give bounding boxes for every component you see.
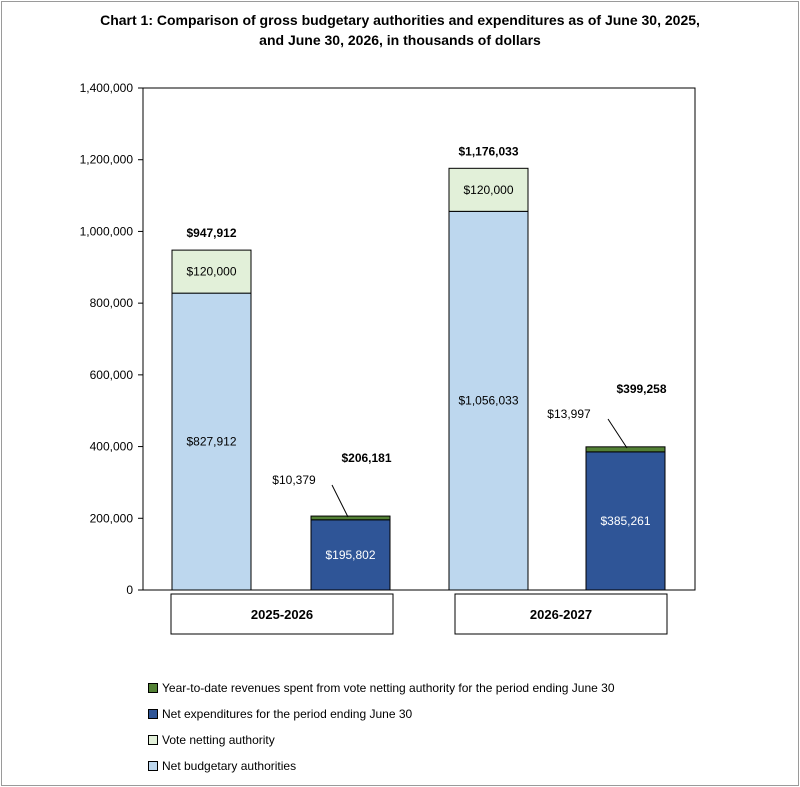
legend-label: Net budgetary authorities [162, 759, 297, 773]
chart-title-line2: and June 30, 2026, in thousands of dolla… [259, 32, 541, 48]
total-label: $947,912 [186, 226, 236, 240]
category-box [454, 593, 668, 635]
legend-item: Vote netting authority [148, 732, 275, 748]
bar-segment [171, 249, 252, 294]
legend-swatch [148, 761, 158, 771]
y-tick-label: 400,000 [90, 440, 134, 454]
bar-segment [585, 446, 666, 453]
y-tick-label: 1,200,000 [80, 153, 134, 167]
data-label: $120,000 [186, 265, 236, 279]
legend-swatch [148, 683, 158, 693]
plot-area [142, 87, 696, 591]
data-label: $385,261 [600, 514, 650, 528]
data-label: $13,997 [547, 407, 591, 421]
legend-item: Net budgetary authorities [148, 758, 296, 774]
data-label: $827,912 [186, 435, 236, 449]
bar-segment [448, 210, 529, 591]
data-label: $195,802 [325, 548, 375, 562]
category-box [170, 593, 394, 635]
y-tick-label: 1,000,000 [80, 224, 134, 238]
chart-title: Chart 1: Comparison of gross budgetary a… [0, 10, 800, 50]
x-category-label: 2025-2026 [251, 607, 313, 622]
y-tick-label: 600,000 [90, 368, 134, 382]
total-label: $206,181 [341, 451, 391, 465]
bar-segment [585, 451, 666, 591]
leader-line [607, 418, 628, 449]
legend-item: Year-to-date revenues spent from vote ne… [148, 680, 615, 696]
legend-label: Year-to-date revenues spent from vote ne… [162, 681, 615, 695]
legend-label: Vote netting authority [162, 733, 275, 747]
legend-label: Net expenditures for the period ending J… [162, 707, 413, 721]
data-label: $10,379 [272, 473, 316, 487]
data-label: $120,000 [463, 183, 513, 197]
legend-swatch [148, 735, 158, 745]
chart-title-line1: Chart 1: Comparison of gross budgetary a… [100, 12, 700, 28]
y-tick-label: 200,000 [90, 511, 134, 525]
bar-segment [310, 515, 391, 521]
leader-line [331, 484, 349, 518]
total-label: $1,176,033 [458, 144, 518, 158]
bar-segment [448, 167, 529, 212]
legend-swatch [148, 709, 158, 719]
y-tick-label: 0 [126, 583, 133, 597]
total-label: $399,258 [616, 382, 666, 396]
legend-item: Net expenditures for the period ending J… [148, 706, 412, 722]
x-category-label: 2026-2027 [530, 607, 592, 622]
data-label: $1,056,033 [458, 394, 518, 408]
y-tick-label: 800,000 [90, 296, 134, 310]
bar-segment [310, 519, 391, 591]
bar-segment [171, 292, 252, 591]
y-tick-label: 1,400,000 [80, 81, 134, 95]
